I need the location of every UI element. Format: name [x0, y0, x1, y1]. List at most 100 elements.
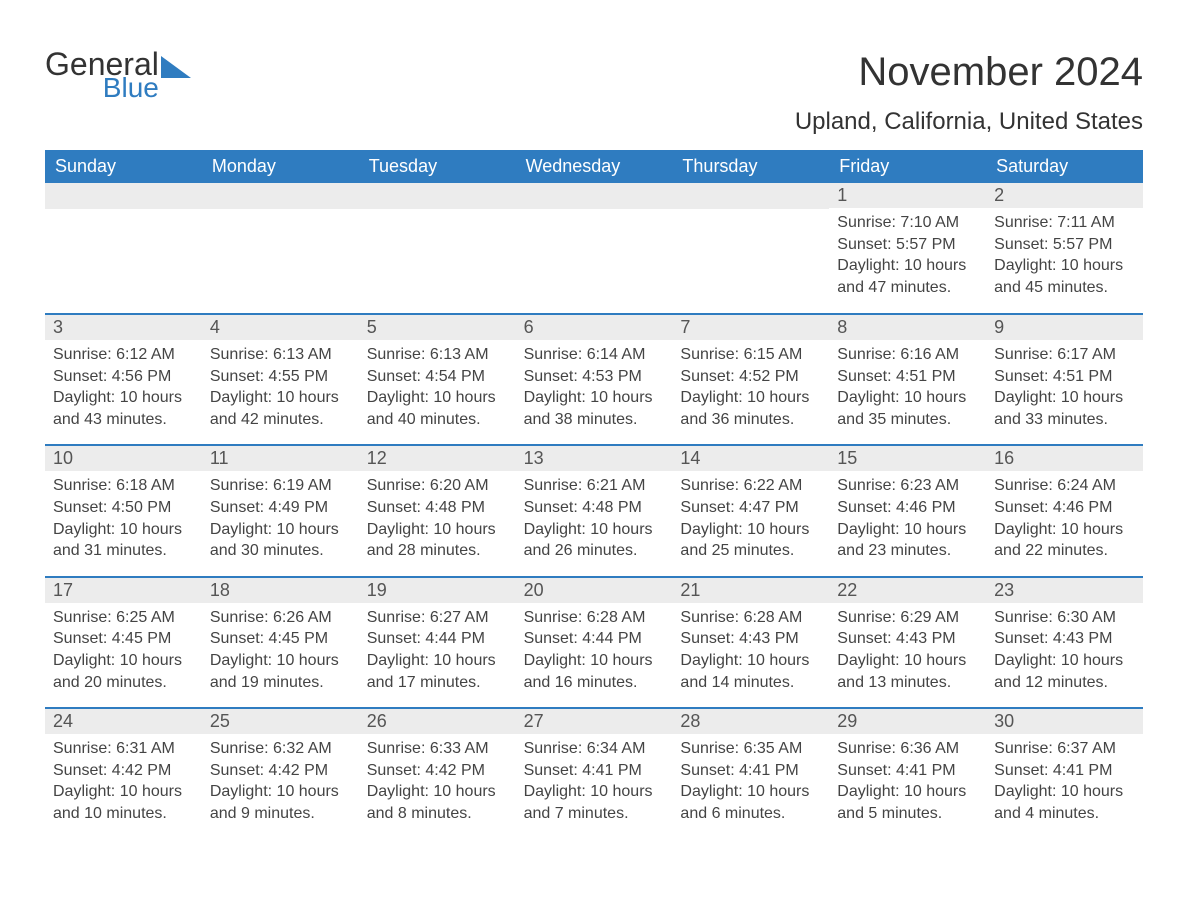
day-number: 29: [829, 709, 986, 734]
day-number: 30: [986, 709, 1143, 734]
sunset-text: Sunset: 4:54 PM: [367, 366, 508, 388]
sunrise-text: Sunrise: 6:37 AM: [994, 738, 1135, 760]
daylight-text: Daylight: 10 hours and 22 minutes.: [994, 519, 1135, 562]
day-cell: 27Sunrise: 6:34 AMSunset: 4:41 PMDayligh…: [516, 709, 673, 824]
dayname: Friday: [829, 150, 986, 183]
day-details: Sunrise: 6:32 AMSunset: 4:42 PMDaylight:…: [202, 734, 359, 824]
sunset-text: Sunset: 4:45 PM: [53, 628, 194, 650]
daylight-text: Daylight: 10 hours and 26 minutes.: [524, 519, 665, 562]
sunrise-text: Sunrise: 6:22 AM: [680, 475, 821, 497]
sunrise-text: Sunrise: 6:16 AM: [837, 344, 978, 366]
sunset-text: Sunset: 4:51 PM: [994, 366, 1135, 388]
daylight-text: Daylight: 10 hours and 16 minutes.: [524, 650, 665, 693]
sunset-text: Sunset: 4:47 PM: [680, 497, 821, 519]
sunset-text: Sunset: 4:48 PM: [524, 497, 665, 519]
sunrise-text: Sunrise: 6:21 AM: [524, 475, 665, 497]
day-details: Sunrise: 6:31 AMSunset: 4:42 PMDaylight:…: [45, 734, 202, 824]
calendar: SundayMondayTuesdayWednesdayThursdayFrid…: [45, 150, 1143, 839]
day-number: [202, 183, 359, 209]
day-cell: 7Sunrise: 6:15 AMSunset: 4:52 PMDaylight…: [672, 315, 829, 430]
day-details: Sunrise: 6:34 AMSunset: 4:41 PMDaylight:…: [516, 734, 673, 824]
day-cell: 30 Sunrise: 6:37 AMSunset: 4:41 PMDayligh…: [986, 709, 1143, 824]
sunrise-text: Sunrise: 6:23 AM: [837, 475, 978, 497]
day-number: 28: [672, 709, 829, 734]
day-cell: 2Sunrise: 7:11 AMSunset: 5:57 PMDaylight…: [986, 183, 1143, 299]
day-number: 4: [202, 315, 359, 340]
day-number: 9: [986, 315, 1143, 340]
day-cell: 17Sunrise: 6:25 AMSunset: 4:45 PMDayligh…: [45, 578, 202, 693]
day-cell: 29 Sunrise: 6:36 AMSunset: 4:41 PMDayligh…: [829, 709, 986, 824]
sunrise-text: Sunrise: 6:20 AM: [367, 475, 508, 497]
day-cell: 14Sunrise: 6:22 AMSunset: 4:47 PMDayligh…: [672, 446, 829, 561]
day-cell: 13Sunrise: 6:21 AMSunset: 4:48 PMDayligh…: [516, 446, 673, 561]
day-number: 8: [829, 315, 986, 340]
sunrise-text: Sunrise: 6:12 AM: [53, 344, 194, 366]
daylight-text: Daylight: 10 hours and 36 minutes.: [680, 387, 821, 430]
week-row: 3Sunrise: 6:12 AMSunset: 4:56 PMDaylight…: [45, 313, 1143, 444]
sunrise-text: Sunrise: 6:13 AM: [367, 344, 508, 366]
daylight-text: Daylight: 10 hours and 5 minutes.: [837, 781, 978, 824]
day-details: Sunrise: 6:26 AMSunset: 4:45 PMDaylight:…: [202, 603, 359, 693]
sunset-text: Sunset: 4:41 PM: [680, 760, 821, 782]
day-details: Sunrise: 6:18 AMSunset: 4:50 PMDaylight:…: [45, 471, 202, 561]
sunrise-text: Sunrise: 6:19 AM: [210, 475, 351, 497]
day-cell: 24Sunrise: 6:31 AMSunset: 4:42 PMDayligh…: [45, 709, 202, 824]
day-cell: 15Sunrise: 6:23 AMSunset: 4:46 PMDayligh…: [829, 446, 986, 561]
day-number: 27: [516, 709, 673, 734]
day-cell: 12Sunrise: 6:20 AMSunset: 4:48 PMDayligh…: [359, 446, 516, 561]
week-row: 1Sunrise: 7:10 AMSunset: 5:57 PMDaylight…: [45, 183, 1143, 313]
sunrise-text: Sunrise: 6:36 AM: [837, 738, 978, 760]
day-cell: 19Sunrise: 6:27 AMSunset: 4:44 PMDayligh…: [359, 578, 516, 693]
header: General Blue November 2024: [45, 50, 1143, 100]
day-number: 11: [202, 446, 359, 471]
day-details: Sunrise: 6:13 AMSunset: 4:54 PMDaylight:…: [359, 340, 516, 430]
sunset-text: Sunset: 5:57 PM: [837, 234, 978, 256]
week-row: 17Sunrise: 6:25 AMSunset: 4:45 PMDayligh…: [45, 576, 1143, 707]
day-number: 16: [986, 446, 1143, 471]
day-cell: 8Sunrise: 6:16 AMSunset: 4:51 PMDaylight…: [829, 315, 986, 430]
daylight-text: Daylight: 10 hours and 23 minutes.: [837, 519, 978, 562]
sunset-text: Sunset: 4:55 PM: [210, 366, 351, 388]
daylight-text: Daylight: 10 hours and 40 minutes.: [367, 387, 508, 430]
day-cell: 9Sunrise: 6:17 AMSunset: 4:51 PMDaylight…: [986, 315, 1143, 430]
day-cell: 25Sunrise: 6:32 AMSunset: 4:42 PMDayligh…: [202, 709, 359, 824]
logo-blue: Blue: [103, 75, 159, 100]
daylight-text: Daylight: 10 hours and 9 minutes.: [210, 781, 351, 824]
daylight-text: Daylight: 10 hours and 7 minutes.: [524, 781, 665, 824]
daylight-text: Daylight: 10 hours and 28 minutes.: [367, 519, 508, 562]
sunrise-text: Sunrise: 7:11 AM: [994, 212, 1135, 234]
week-row: 24Sunrise: 6:31 AMSunset: 4:42 PMDayligh…: [45, 707, 1143, 838]
sunrise-text: Sunrise: 6:28 AM: [524, 607, 665, 629]
sunrise-text: Sunrise: 6:13 AM: [210, 344, 351, 366]
sunset-text: Sunset: 4:41 PM: [994, 760, 1135, 782]
sunset-text: Sunset: 4:44 PM: [367, 628, 508, 650]
dayname: Wednesday: [516, 150, 673, 183]
day-cell: 26Sunrise: 6:33 AMSunset: 4:42 PMDayligh…: [359, 709, 516, 824]
day-number: 12: [359, 446, 516, 471]
sunset-text: Sunset: 4:44 PM: [524, 628, 665, 650]
daylight-text: Daylight: 10 hours and 20 minutes.: [53, 650, 194, 693]
sunrise-text: Sunrise: 6:17 AM: [994, 344, 1135, 366]
day-number: 14: [672, 446, 829, 471]
day-number: 26: [359, 709, 516, 734]
daylight-text: Daylight: 10 hours and 4 minutes.: [994, 781, 1135, 824]
day-number: [516, 183, 673, 209]
sunset-text: Sunset: 4:50 PM: [53, 497, 194, 519]
day-details: Sunrise: 6:15 AMSunset: 4:52 PMDaylight:…: [672, 340, 829, 430]
sunrise-text: Sunrise: 6:26 AM: [210, 607, 351, 629]
daylight-text: Daylight: 10 hours and 19 minutes.: [210, 650, 351, 693]
day-details: Sunrise: 6:25 AMSunset: 4:45 PMDaylight:…: [45, 603, 202, 693]
dayname: Monday: [202, 150, 359, 183]
sunrise-text: Sunrise: 6:32 AM: [210, 738, 351, 760]
day-details: Sunrise: 6:13 AMSunset: 4:55 PMDaylight:…: [202, 340, 359, 430]
sunrise-text: Sunrise: 6:29 AM: [837, 607, 978, 629]
day-cell: 16Sunrise: 6:24 AMSunset: 4:46 PMDayligh…: [986, 446, 1143, 561]
day-details: Sunrise: 7:10 AMSunset: 5:57 PMDaylight:…: [829, 208, 986, 298]
day-cell: 11Sunrise: 6:19 AMSunset: 4:49 PMDayligh…: [202, 446, 359, 561]
daylight-text: Daylight: 10 hours and 8 minutes.: [367, 781, 508, 824]
dayname-row: SundayMondayTuesdayWednesdayThursdayFrid…: [45, 150, 1143, 183]
sunset-text: Sunset: 4:41 PM: [837, 760, 978, 782]
day-details: Sunrise: 7:11 AMSunset: 5:57 PMDaylight:…: [986, 208, 1143, 298]
daylight-text: Daylight: 10 hours and 35 minutes.: [837, 387, 978, 430]
daylight-text: Daylight: 10 hours and 31 minutes.: [53, 519, 194, 562]
